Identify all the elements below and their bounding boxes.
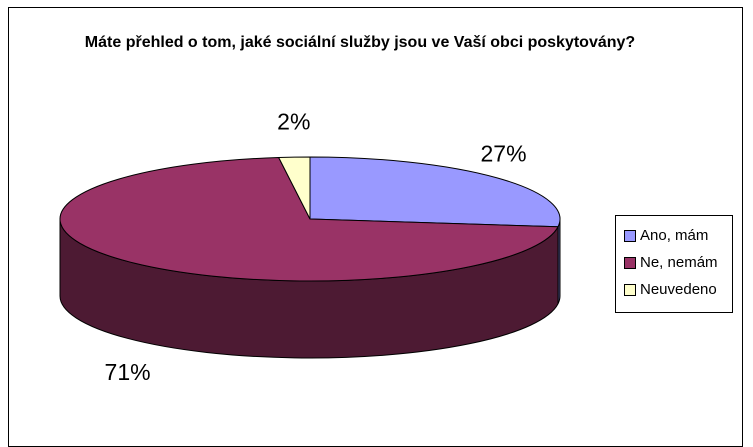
chart-title: Máte přehled o tom, jaké sociální služby… [84,34,636,51]
legend-label: Ano, mám [640,227,709,244]
legend-label: Neuvedeno [640,281,717,298]
pie-chart: 27% 71% 2% [59,108,561,385]
legend-item: Neuvedeno [616,276,732,303]
legend-label: Ne, nemám [640,254,718,271]
legend-swatch [624,283,636,296]
data-label-0: 27% [481,141,527,167]
legend-swatch [624,229,636,242]
legend-swatch [624,256,636,269]
legend-item: Ano, mám [616,222,732,249]
data-label-2: 2% [277,108,310,134]
legend: Ano, mám Ne, nemám Neuvedeno [615,215,733,313]
pie-slice-2 [277,156,311,220]
legend-item: Ne, nemám [616,249,732,276]
data-label-1: 71% [105,359,151,385]
pie-slice-0 [309,156,561,228]
pie-slice-1 [59,156,559,282]
